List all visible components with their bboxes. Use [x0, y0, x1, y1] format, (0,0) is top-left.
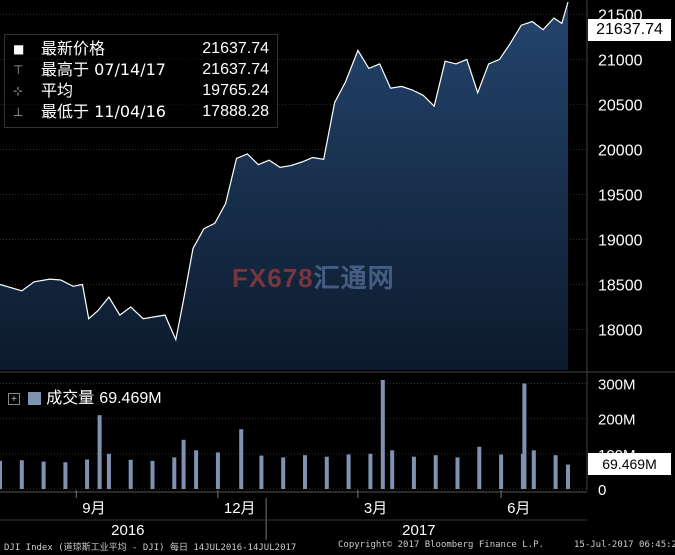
volume-bar: [553, 455, 558, 489]
price-area-fill: [0, 2, 568, 370]
volume-legend-value: 69.469M: [99, 390, 162, 407]
legend-avg-label: 平均: [41, 81, 74, 100]
legend-last-label: 最新价格: [41, 39, 106, 58]
footer-left: DJI Index (道琼斯工业平均 - DJI) 每日 14JUL2016-1…: [4, 543, 297, 553]
volume-bar: [368, 453, 373, 489]
volume-tick-label: 0: [598, 482, 606, 499]
watermark-cn: 汇通网: [313, 263, 395, 293]
volume-bar: [324, 456, 329, 489]
legend-avg-value: 19765.24: [202, 82, 269, 99]
year-label: 2017: [402, 522, 435, 539]
volume-bar: [150, 460, 155, 489]
month-tick-label: 9月: [82, 500, 105, 517]
volume-bar: [346, 454, 351, 489]
legend-row-last: ■ 最新价格 21637.74: [5, 39, 277, 59]
month-tick-label: 6月: [507, 500, 530, 517]
volume-bar: [433, 455, 438, 489]
price-line: [0, 1, 569, 342]
legend-row-avg: ⊹ 平均 19765.24: [5, 81, 277, 101]
price-tick-label: 20000: [598, 142, 643, 159]
volume-bar: [106, 453, 111, 489]
legend-row-high: ⊤ 最高于 07/14/17 21637.74: [5, 60, 277, 80]
square-icon: ■: [13, 42, 25, 56]
volume-bar: [411, 456, 416, 489]
volume-bar: [380, 380, 385, 489]
volume-legend-label: 成交量: [46, 388, 95, 407]
price-tick-label: 20500: [598, 97, 643, 114]
volume-bar: [19, 460, 24, 489]
volume-bar: [259, 455, 264, 489]
footer-right: 15-Jul-2017 06:45:28: [574, 540, 675, 550]
last-volume-tag: 69.469M: [588, 453, 671, 475]
volume-bar: [522, 383, 527, 489]
price-tick-label: 19500: [598, 187, 643, 204]
volume-bar: [303, 455, 307, 489]
volume-axis-ticks: 0100M200M300M: [598, 377, 636, 499]
volume-bar: [63, 462, 68, 489]
price-legend: ■ 最新价格 21637.74 ⊤ 最高于 07/14/17 21637.74 …: [4, 34, 278, 128]
price-tick-label: 18500: [598, 277, 643, 294]
low-marker-icon: ⊥: [13, 105, 24, 119]
volume-tick-label: 200M: [598, 412, 636, 429]
footer-center: Copyright© 2017 Bloomberg Finance L.P.: [338, 540, 544, 550]
last-price-tag: 21637.74: [588, 19, 671, 41]
average-marker-icon: ⊹: [13, 84, 24, 98]
volume-bar: [499, 454, 504, 489]
volume-bars: [0, 380, 570, 489]
volume-bar: [477, 446, 482, 489]
volume-gridlines: [0, 383, 587, 490]
price-tick-label: 18000: [598, 322, 643, 339]
volume-bar: [215, 452, 220, 489]
price-tick-label: 21000: [598, 52, 643, 69]
volume-bar: [128, 459, 133, 489]
watermark: FX678汇通网: [232, 258, 395, 295]
volume-bar: [239, 429, 244, 489]
volume-legend: + 成交量 69.469M: [8, 386, 168, 410]
volume-bar: [41, 461, 46, 489]
volume-bar: [531, 450, 536, 489]
month-tick-label: 12月: [224, 500, 256, 517]
legend-row-low: ⊥ 最低于 11/04/16 17888.28: [5, 102, 277, 122]
volume-bar: [566, 464, 570, 489]
volume-bar: [194, 450, 199, 489]
volume-bar: [181, 439, 186, 489]
volume-bar: [0, 460, 2, 489]
legend-low-label: 最低于 11/04/16: [41, 102, 166, 121]
legend-last-value: 21637.74: [202, 40, 269, 57]
volume-bar: [97, 415, 102, 489]
volume-bar: [455, 457, 460, 489]
volume-bar: [85, 459, 90, 489]
legend-low-value: 17888.28: [202, 103, 269, 120]
volume-tick-label: 300M: [598, 377, 636, 394]
volume-bar: [172, 457, 177, 489]
watermark-brand: FX678: [232, 263, 314, 293]
volume-bar: [390, 450, 395, 489]
high-marker-icon: ⊤: [13, 63, 24, 77]
legend-high-label: 最高于 07/14/17: [41, 60, 166, 79]
month-tick-label: 3月: [364, 500, 387, 517]
legend-high-value: 21637.74: [202, 61, 269, 78]
year-label: 2016: [111, 522, 144, 539]
volume-swatch-icon: [28, 392, 42, 405]
volume-bar: [281, 457, 286, 489]
time-axis-ticks: 9月 12月 3月 6月 2016 2017: [0, 490, 587, 540]
price-tick-label: 19000: [598, 232, 643, 249]
collapse-icon[interactable]: +: [8, 392, 20, 405]
